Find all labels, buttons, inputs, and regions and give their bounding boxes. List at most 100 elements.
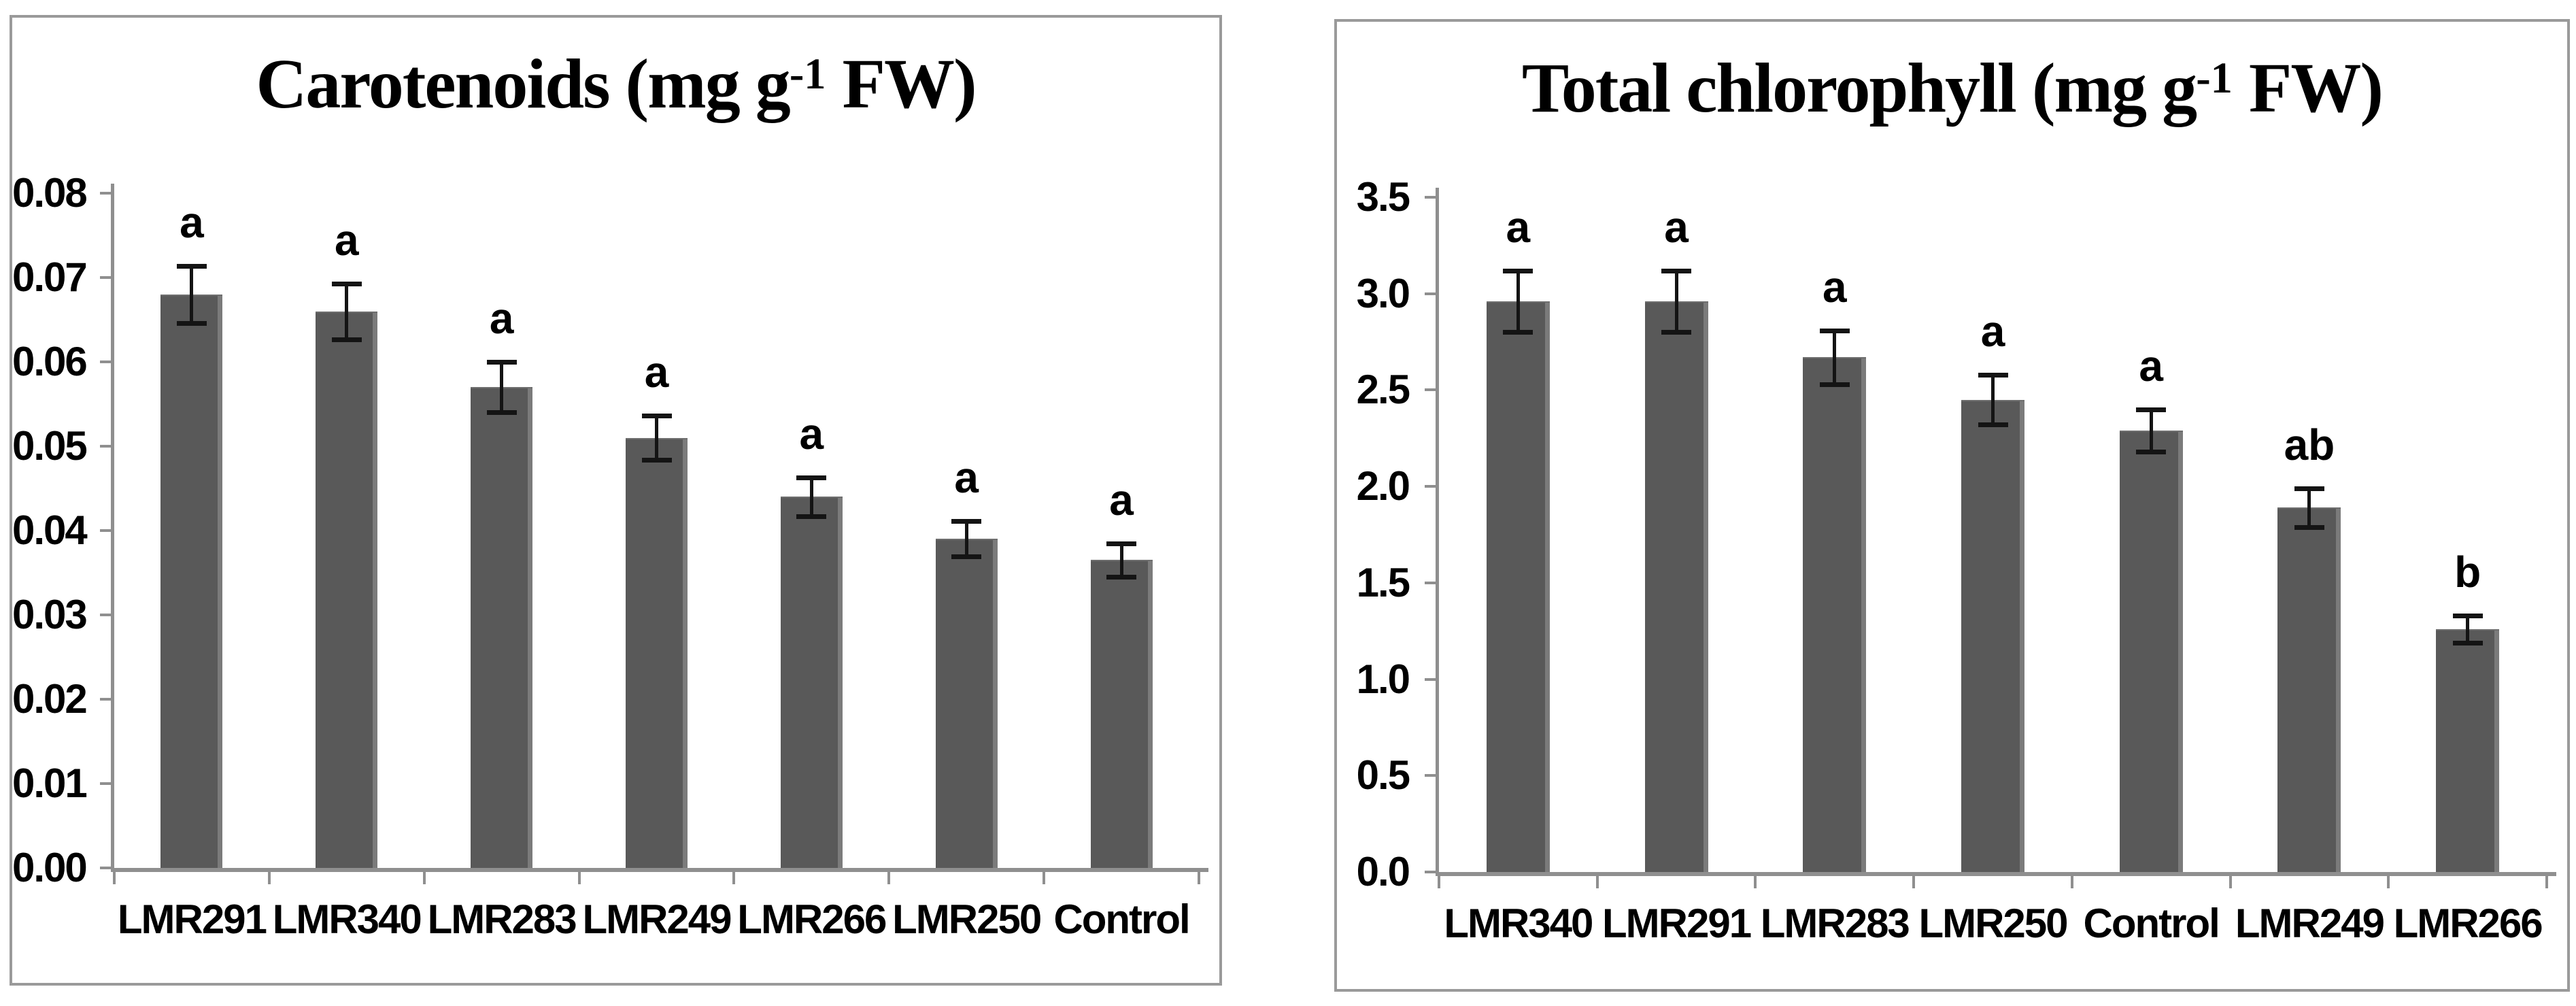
x-tick-mark	[577, 871, 581, 884]
bar	[1644, 301, 1708, 872]
y-tick-label: 1.5	[1356, 559, 1410, 605]
bar	[625, 437, 688, 868]
error-bar-line	[2307, 488, 2311, 527]
plot-area: 0.0 0.5 1.0 1.5 2.0 2.5 3.0 3.5 a LMR340 a LMR291 a L…	[1337, 22, 2567, 989]
plot-area: 0.00 0.01 0.02 0.03 0.04 0.05 0.06 0.07 0.08 a LMR…	[12, 18, 1219, 983]
error-bar-line	[500, 362, 504, 413]
error-bar-line	[1833, 330, 1837, 384]
y-tick-mark	[1425, 774, 1436, 777]
y-tick-mark	[100, 276, 111, 279]
x-axis-line	[1436, 872, 2556, 876]
x-tick-mark	[1198, 871, 1200, 884]
y-tick-mark	[1425, 292, 1436, 295]
bar	[1486, 301, 1550, 872]
y-tick-mark	[100, 614, 111, 616]
significance-letter: ab	[2284, 420, 2335, 469]
error-bar-line	[1119, 543, 1123, 577]
error-bar-cap-bottom	[176, 320, 207, 326]
bar	[160, 294, 223, 868]
error-bar-line	[345, 283, 349, 339]
x-tick-mark	[2228, 875, 2232, 888]
error-bar-cap-bottom	[796, 514, 827, 519]
bar	[1090, 560, 1153, 868]
significance-letter: a	[644, 348, 669, 397]
y-tick-label: 0.08	[12, 170, 88, 216]
x-tick-mark	[422, 871, 426, 884]
y-tick-mark	[100, 867, 111, 869]
error-bar-cap-top	[2452, 614, 2483, 619]
x-category-label: LMR250	[1918, 901, 2068, 946]
error-bar-line	[2466, 616, 2470, 643]
x-tick-mark	[1912, 875, 1916, 888]
x-tick-mark	[2387, 875, 2390, 888]
y-tick-mark	[1425, 871, 1436, 873]
x-category-label: LMR266	[737, 896, 887, 942]
x-category-label: LMR340	[1444, 901, 1593, 946]
y-tick-label: 0.00	[12, 845, 88, 890]
error-bar-cap-top	[641, 414, 672, 419]
y-tick-label: 0.01	[12, 760, 88, 806]
significance-letter: a	[2139, 341, 2163, 390]
y-tick-mark	[100, 361, 111, 363]
x-category-label: LMR283	[1760, 901, 1910, 946]
y-tick-label: 2.5	[1356, 367, 1410, 413]
error-bar-cap-top	[1819, 328, 1850, 333]
chart-title-text: Total chlorophyll (mg g	[1521, 49, 2197, 127]
error-bar-cap-top	[796, 475, 827, 480]
error-bar-line	[2149, 409, 2153, 452]
bar	[2119, 430, 2183, 872]
error-bar-cap-top	[176, 263, 207, 269]
significance-letter: a	[489, 294, 514, 343]
error-bar-cap-bottom	[641, 457, 672, 463]
y-tick-mark	[100, 529, 111, 532]
error-bar-line	[964, 521, 968, 557]
x-tick-mark	[887, 871, 891, 884]
y-tick-label: 0.5	[1356, 752, 1410, 799]
x-axis-line	[111, 868, 1208, 872]
x-category-label: LMR249	[582, 896, 732, 942]
significance-letter: a	[954, 453, 979, 503]
chart-title-text: Carotenoids (mg g	[256, 45, 790, 123]
error-bar-cap-top	[331, 281, 362, 286]
error-bar-cap-top	[2294, 486, 2324, 491]
significance-letter: a	[1822, 262, 1847, 312]
bar	[2277, 507, 2341, 872]
carotenoids-chart-panel: Carotenoids (mg g-1 FW) 0.00 0.01 0.02 0.03…	[10, 15, 1222, 986]
chart-title: Carotenoids (mg g-1 FW)	[12, 44, 1219, 124]
error-bar-cap-bottom	[1106, 575, 1137, 580]
bar	[471, 387, 533, 868]
significance-letter: a	[799, 409, 824, 458]
x-category-label: LMR250	[892, 896, 1042, 942]
bar	[1803, 357, 1867, 872]
x-category-label: LMR291	[1602, 901, 1752, 946]
error-bar-cap-top	[1106, 541, 1137, 546]
y-tick-mark	[100, 782, 111, 785]
y-tick-label: 0.06	[12, 339, 88, 384]
x-tick-mark	[2545, 875, 2548, 888]
y-tick-label: 0.05	[12, 423, 88, 469]
x-category-label: LMR291	[117, 896, 267, 942]
y-tick-label: 3.0	[1356, 270, 1410, 316]
significance-letter: a	[1664, 202, 1689, 252]
bar	[935, 539, 998, 868]
superscript-exponent: -1	[2196, 53, 2233, 102]
bar	[2436, 628, 2500, 872]
error-bar-cap-bottom	[331, 337, 362, 342]
y-axis-line	[111, 184, 114, 868]
error-bar-cap-top	[486, 360, 517, 365]
error-bar-cap-bottom	[2294, 524, 2324, 530]
error-bar-line	[190, 265, 194, 323]
y-tick-label: 0.02	[12, 676, 88, 722]
error-bar-line	[1991, 374, 1995, 425]
y-tick-mark	[100, 445, 111, 448]
x-tick-mark	[1595, 875, 1599, 888]
error-bar-line	[655, 416, 658, 460]
y-tick-label: 0.0	[1356, 849, 1410, 894]
x-tick-mark	[267, 871, 271, 884]
x-tick-mark	[2070, 875, 2073, 888]
bar	[780, 497, 843, 868]
y-tick-mark	[1425, 196, 1436, 199]
y-axis-line	[1436, 188, 1439, 872]
y-tick-mark	[100, 192, 111, 195]
total-chlorophyll-chart-panel: Total chlorophyll (mg g-1 FW) 0.0 0.5 1.0 1…	[1334, 19, 2570, 992]
